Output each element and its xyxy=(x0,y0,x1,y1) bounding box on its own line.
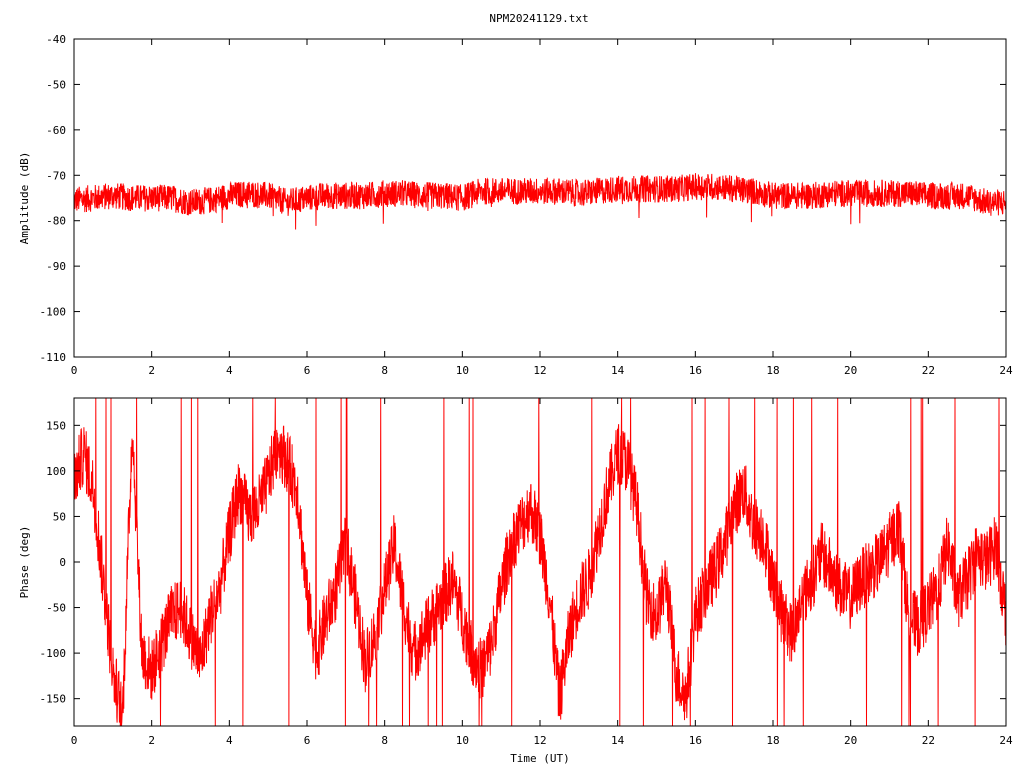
amplitude-x-tick-label: 20 xyxy=(844,364,857,377)
phase-y-tick-label: 100 xyxy=(46,465,66,478)
amplitude-y-tick-label: -90 xyxy=(46,260,66,273)
phase-x-tick-label: 8 xyxy=(381,734,388,747)
amplitude-y-axis-label: Amplitude (dB) xyxy=(18,152,31,245)
amplitude-x-tick-label: 22 xyxy=(922,364,935,377)
amplitude-x-tick-label: 24 xyxy=(999,364,1013,377)
phase-y-axis-label: Phase (deg) xyxy=(18,526,31,599)
amplitude-y-tick-label: -40 xyxy=(46,33,66,46)
phase-x-tick-label: 12 xyxy=(533,734,546,747)
phase-x-tick-label: 20 xyxy=(844,734,857,747)
phase-x-tick-label: 22 xyxy=(922,734,935,747)
phase-x-tick-label: 4 xyxy=(226,734,233,747)
phase-x-tick-label: 18 xyxy=(766,734,779,747)
amplitude-y-tick-label: -110 xyxy=(40,351,67,364)
amplitude-y-tick-label: -80 xyxy=(46,215,66,228)
phase-x-tick-label: 0 xyxy=(71,734,78,747)
phase-x-axis-label: Time (UT) xyxy=(510,752,570,765)
phase-x-tick-label: 16 xyxy=(689,734,702,747)
amplitude-y-tick-label: -100 xyxy=(40,306,67,319)
amplitude-y-tick-label: -70 xyxy=(46,169,66,182)
phase-series-line xyxy=(74,398,1006,726)
amplitude-x-tick-label: 0 xyxy=(71,364,78,377)
amplitude-x-tick-label: 2 xyxy=(148,364,155,377)
phase-x-tick-label: 10 xyxy=(456,734,469,747)
amplitude-x-tick-label: 14 xyxy=(611,364,625,377)
amplitude-series-line xyxy=(74,173,1006,230)
phase-y-tick-label: 50 xyxy=(53,510,66,523)
amplitude-panel: 0 2 4 6 8 10 12 14 16 18 20 22 24-40-50-60-70-80-90-… xyxy=(18,33,1013,377)
amplitude-x-tick-label: 6 xyxy=(304,364,311,377)
amplitude-x-tick-label: 12 xyxy=(533,364,546,377)
amplitude-x-tick-label: 18 xyxy=(766,364,779,377)
phase-y-tick-label: 0 xyxy=(59,556,66,569)
phase-x-tick-label: 2 xyxy=(148,734,155,747)
phase-x-tick-label: 24 xyxy=(999,734,1013,747)
chart-title: NPM20241129.txt xyxy=(489,12,588,25)
amplitude-x-tick-label: 8 xyxy=(381,364,388,377)
phase-y-tick-label: 150 xyxy=(46,419,66,432)
phase-x-tick-label: 6 xyxy=(304,734,311,747)
amplitude-x-tick-label: 10 xyxy=(456,364,469,377)
phase-y-tick-label: -100 xyxy=(40,647,67,660)
amplitude-y-tick-label: -50 xyxy=(46,78,66,91)
amplitude-y-tick-label: -60 xyxy=(46,124,66,137)
phase-y-tick-label: -150 xyxy=(40,693,67,706)
amplitude-x-tick-label: 4 xyxy=(226,364,233,377)
phase-panel: 0 2 4 6 8 10 12 14 16 18 20 22 24150100500-50-100-15… xyxy=(18,397,1013,765)
phase-x-tick-label: 14 xyxy=(611,734,625,747)
phase-y-tick-label: -50 xyxy=(46,602,66,615)
amplitude-x-tick-label: 16 xyxy=(689,364,702,377)
